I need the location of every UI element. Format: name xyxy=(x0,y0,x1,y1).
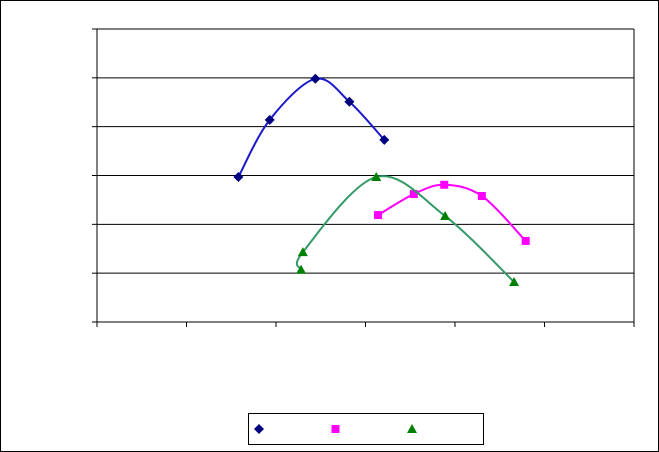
legend-marker xyxy=(407,424,417,433)
data-point xyxy=(440,211,451,221)
data-point xyxy=(440,180,449,189)
data-point xyxy=(297,247,308,257)
data-point xyxy=(477,192,486,201)
data-point xyxy=(233,171,244,182)
data-point xyxy=(374,211,383,220)
legend xyxy=(248,413,484,445)
data-point xyxy=(264,114,275,125)
data-point xyxy=(509,276,520,286)
data-point xyxy=(296,264,307,274)
legend-marker xyxy=(331,425,340,433)
data-point xyxy=(344,96,355,107)
legend-marker xyxy=(254,424,264,434)
data-point xyxy=(409,190,418,199)
data-point xyxy=(521,236,530,245)
data-point xyxy=(379,134,390,145)
data-point xyxy=(310,73,321,84)
data-point xyxy=(371,171,382,181)
